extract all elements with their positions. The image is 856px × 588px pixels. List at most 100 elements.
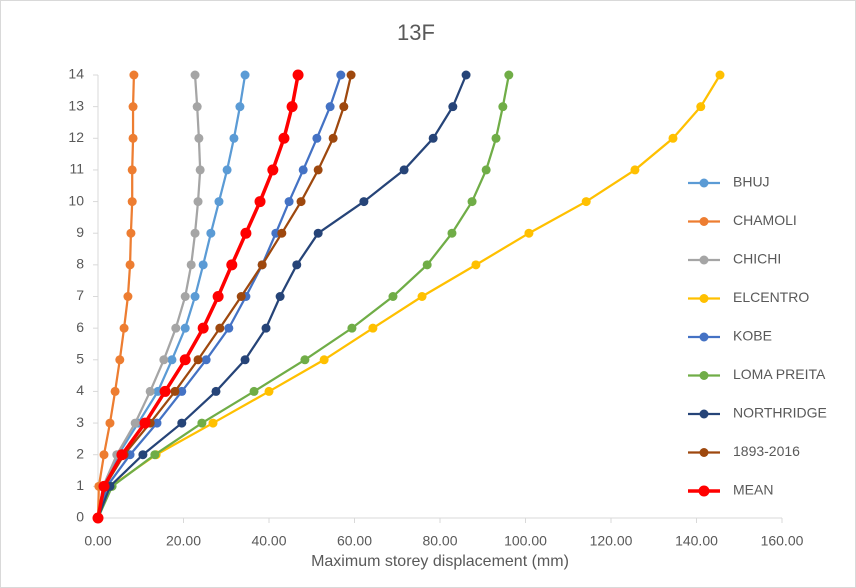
data-point <box>192 102 202 112</box>
data-point <box>504 70 514 80</box>
data-point <box>92 512 104 524</box>
data-point <box>399 165 409 175</box>
x-tick-label: 140.00 <box>675 533 718 549</box>
data-point <box>300 355 310 365</box>
data-point <box>264 386 274 396</box>
legend-label: CHICHI <box>733 251 781 267</box>
legend-label: ELCENTRO <box>733 289 809 305</box>
y-tick-label: 9 <box>76 224 84 240</box>
data-point <box>715 70 725 80</box>
data-point <box>312 133 322 143</box>
data-point <box>215 323 225 333</box>
data-point <box>198 260 208 270</box>
data-point <box>139 417 151 429</box>
data-point <box>286 101 298 113</box>
data-point <box>696 102 706 112</box>
x-axis-label: Maximum storey displacement (mm) <box>311 553 569 570</box>
data-point <box>229 133 239 143</box>
y-tick-label: 1 <box>76 477 84 493</box>
data-point <box>197 322 209 334</box>
data-point <box>298 165 308 175</box>
data-point <box>130 418 140 428</box>
data-point <box>235 102 245 112</box>
x-tick-label: 20.00 <box>166 533 201 549</box>
data-point <box>581 197 591 207</box>
y-tick-label: 6 <box>76 319 84 335</box>
data-point <box>296 197 306 207</box>
data-point <box>292 260 302 270</box>
data-point <box>481 165 491 175</box>
data-point <box>226 259 238 271</box>
data-point <box>193 197 203 207</box>
legend-label: KOBE <box>733 328 772 344</box>
data-point <box>190 70 200 80</box>
data-point <box>115 355 125 365</box>
data-point <box>284 197 294 207</box>
data-point <box>257 260 267 270</box>
data-point <box>171 323 181 333</box>
data-point <box>491 133 501 143</box>
data-point <box>123 292 133 301</box>
data-point <box>254 196 266 208</box>
data-point <box>170 386 180 396</box>
x-tick-label: 60.00 <box>337 533 372 549</box>
legend-label: 1893-2016 <box>733 443 800 459</box>
data-point <box>471 260 481 270</box>
legend-marker <box>699 178 709 188</box>
data-point <box>193 355 203 365</box>
data-point <box>347 323 357 333</box>
data-point <box>313 228 323 238</box>
x-tick-label: 120.00 <box>590 533 633 549</box>
legend-marker <box>699 332 709 342</box>
data-point <box>129 70 139 80</box>
y-tick-label: 13 <box>68 97 84 113</box>
data-point <box>127 197 137 207</box>
data-point <box>447 228 457 238</box>
data-point <box>167 355 177 365</box>
y-tick-label: 12 <box>68 129 84 145</box>
data-point <box>105 418 115 428</box>
y-tick-label: 4 <box>76 382 84 398</box>
data-point <box>292 69 304 81</box>
data-point <box>319 355 329 365</box>
data-point <box>336 70 346 80</box>
data-point <box>277 228 287 238</box>
data-point <box>190 228 200 238</box>
data-point <box>212 291 224 302</box>
legend-marker <box>698 485 710 497</box>
data-point <box>180 292 190 301</box>
data-point <box>267 164 279 176</box>
data-point <box>197 418 207 428</box>
data-point <box>328 133 338 143</box>
data-point <box>206 228 216 238</box>
y-tick-label: 11 <box>69 161 84 177</box>
y-tick-label: 10 <box>68 192 84 208</box>
data-point <box>98 480 110 492</box>
x-tick-label: 40.00 <box>251 533 286 549</box>
legend-marker <box>699 371 709 380</box>
data-point <box>159 355 169 365</box>
data-point <box>179 354 191 366</box>
data-point <box>208 418 218 428</box>
x-tick-label: 160.00 <box>761 533 804 549</box>
y-tick-label: 14 <box>68 66 84 82</box>
data-point <box>236 292 246 301</box>
data-point <box>240 70 250 80</box>
data-point <box>128 133 138 143</box>
legend-marker <box>699 255 709 265</box>
legend-marker <box>699 448 709 457</box>
data-point <box>388 292 398 301</box>
legend-marker <box>699 294 709 303</box>
data-point <box>195 165 205 175</box>
y-tick-label: 2 <box>76 445 84 461</box>
legend-label: NORTHRIDGE <box>733 405 827 421</box>
data-point <box>346 70 356 80</box>
y-tick-label: 8 <box>76 256 84 272</box>
data-point <box>128 102 138 112</box>
data-point <box>368 323 378 333</box>
data-point <box>630 165 640 175</box>
data-point <box>127 165 137 175</box>
data-point <box>278 132 290 144</box>
